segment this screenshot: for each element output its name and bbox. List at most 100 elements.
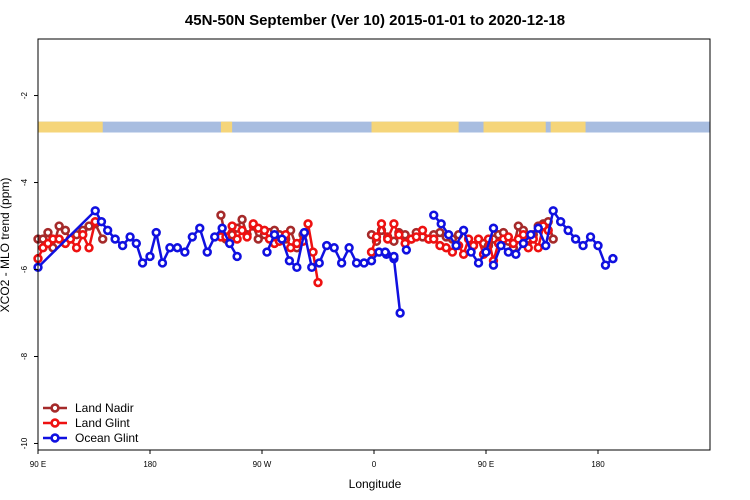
data-point — [253, 234, 263, 244]
y-axis: -2 -4 -6 -8 -10 — [20, 91, 38, 449]
data-point — [54, 221, 64, 231]
data-point — [533, 223, 543, 233]
data-point — [237, 225, 247, 236]
land-band-segment — [38, 121, 103, 133]
legend-item: Land Nadir — [43, 401, 134, 415]
data-point — [308, 247, 318, 257]
legend-item: Ocean Glint — [43, 431, 139, 445]
data-point — [401, 245, 412, 255]
land-band-segment — [483, 121, 546, 133]
data-point — [303, 219, 313, 229]
data-point — [473, 258, 484, 268]
data-point — [299, 227, 310, 238]
x-axis: 90 E 180 90 W 0 90 E 180 — [30, 450, 605, 469]
data-point — [382, 234, 393, 244]
data-point — [60, 225, 71, 236]
data-point — [481, 247, 491, 257]
data-point — [600, 260, 611, 270]
data-point — [232, 234, 242, 244]
legend-label: Land Nadir — [75, 401, 134, 415]
data-point — [466, 247, 476, 257]
data-point — [511, 249, 521, 259]
chart-title: 45N-50N September (Ver 10) 2015-01-01 to… — [185, 12, 565, 29]
data-point — [43, 227, 53, 238]
data-point — [503, 232, 514, 242]
data-point — [242, 232, 252, 242]
series-line — [37, 208, 239, 269]
series-layer — [33, 206, 618, 318]
series-ocean-glint — [33, 206, 618, 318]
data-point — [443, 230, 454, 240]
data-point — [429, 234, 439, 244]
data-point — [224, 238, 235, 249]
data-point — [336, 258, 347, 268]
data-point — [578, 240, 588, 251]
land-ocean-band — [38, 121, 710, 133]
data-point — [548, 234, 558, 244]
data-point — [473, 234, 484, 244]
data-point — [608, 253, 618, 264]
data-point — [441, 243, 451, 253]
data-point — [436, 219, 446, 229]
data-point — [376, 219, 387, 229]
data-point — [593, 240, 603, 251]
data-point — [54, 234, 64, 244]
land-band-segment — [550, 121, 586, 133]
data-point — [307, 262, 317, 273]
data-point — [344, 243, 354, 253]
data-point — [458, 249, 469, 259]
data-point — [533, 243, 543, 253]
x-tick-label: 0 — [372, 460, 377, 469]
data-point — [237, 214, 247, 225]
data-point — [131, 238, 142, 249]
data-point — [526, 230, 536, 240]
data-point — [125, 232, 135, 242]
data-point — [351, 258, 362, 268]
data-point — [451, 240, 461, 251]
x-tick-label: 90 W — [253, 460, 272, 469]
data-point — [411, 232, 422, 242]
data-point — [394, 230, 404, 240]
data-point — [84, 243, 94, 253]
data-point — [417, 225, 428, 236]
legend-item: Land Glint — [43, 416, 130, 430]
data-point — [313, 277, 323, 288]
data-point — [151, 227, 161, 238]
data-point — [329, 243, 339, 253]
data-point — [314, 258, 324, 268]
series-land-glint — [33, 216, 553, 288]
data-point — [541, 240, 551, 251]
legend-marker — [50, 403, 60, 413]
data-point — [447, 247, 458, 257]
data-point — [488, 260, 499, 270]
data-point — [78, 230, 88, 240]
data-point — [277, 234, 287, 244]
data-point — [110, 234, 120, 244]
data-point — [284, 256, 295, 266]
data-point — [165, 243, 175, 253]
x-tick-label: 90 E — [30, 460, 46, 469]
data-point — [435, 227, 445, 238]
data-point — [187, 232, 198, 242]
data-point — [371, 232, 382, 242]
data-point — [157, 258, 168, 268]
data-point — [195, 223, 205, 233]
data-point — [359, 258, 369, 268]
data-point — [227, 221, 237, 231]
data-point — [232, 251, 242, 262]
data-point — [259, 225, 270, 236]
y-tick-label: -8 — [20, 352, 29, 360]
data-point — [180, 247, 190, 257]
x-axis-label: Longitude — [349, 477, 402, 491]
data-point — [96, 216, 107, 227]
data-point — [269, 230, 280, 240]
legend-label: Land Glint — [75, 416, 130, 430]
x-tick-label: 180 — [143, 460, 157, 469]
data-point — [563, 225, 573, 236]
data-point — [262, 247, 272, 257]
data-point — [137, 258, 148, 268]
data-point — [98, 234, 108, 244]
legend-marker — [50, 418, 60, 428]
data-point — [389, 219, 399, 229]
